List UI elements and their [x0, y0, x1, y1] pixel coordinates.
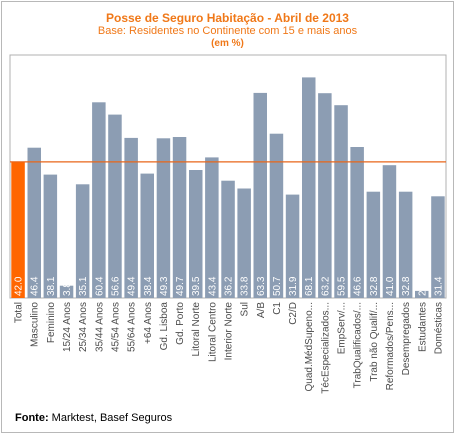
bar-6	[108, 114, 122, 298]
bar-14	[237, 188, 251, 298]
value-label-17: 31.9	[288, 276, 299, 296]
value-label-7: 49.4	[127, 276, 138, 296]
bar-22	[366, 191, 381, 298]
value-label-11: 39.5	[191, 276, 202, 296]
value-label-21: 46.6	[353, 276, 364, 296]
category-label-13: Interior Norte	[224, 302, 235, 361]
value-label-2: 38.1	[46, 276, 57, 296]
bar-21	[350, 147, 364, 298]
value-label-5: 60.4	[94, 276, 105, 296]
category-label-8: +64 Anos	[143, 302, 154, 344]
bar-17	[285, 194, 300, 298]
category-label-19: TécEspecializados...	[320, 302, 331, 394]
bar-5	[92, 102, 106, 298]
value-label-20: 59.5	[337, 276, 348, 296]
category-label-6: 45/54 Anos	[111, 302, 122, 352]
category-label-25: Estudantes	[417, 302, 428, 352]
value-label-3: 3.8	[62, 282, 73, 296]
value-label-25: 2.2	[417, 282, 428, 296]
category-label-26: Domésticas	[433, 302, 444, 354]
category-label-18: Quad.MédSupeno...	[304, 302, 315, 392]
category-label-14: Sul	[240, 302, 251, 316]
bar-20	[334, 105, 348, 298]
value-label-22: 32.8	[369, 276, 380, 296]
bar-9	[156, 138, 171, 298]
category-label-20: EmpServ/...	[337, 302, 348, 354]
bar-19	[318, 93, 332, 298]
category-label-16: C1	[272, 302, 283, 315]
source-label: Fonte:	[15, 412, 49, 424]
value-label-23: 41.0	[385, 276, 396, 296]
bar-1	[27, 147, 41, 298]
bar-3	[59, 285, 74, 298]
bar-15	[253, 92, 267, 299]
source-text: Marktest, Basef Seguros	[51, 412, 173, 424]
value-label-10: 49.7	[175, 276, 186, 296]
value-label-0: 42.0	[14, 276, 25, 296]
bar-26	[431, 196, 445, 298]
category-label-5: 35/44 Anos	[94, 302, 105, 352]
chart-unit-note: (em %)	[211, 38, 244, 49]
value-label-15: 63.3	[256, 276, 267, 296]
source-note: Fonte: Marktest, Basef Seguros	[15, 412, 172, 424]
value-label-26: 31.4	[433, 276, 444, 296]
bar-10	[172, 137, 187, 298]
bar-25	[415, 290, 429, 298]
category-label-11: Litoral Norte	[191, 302, 202, 357]
category-label-7: 55/64 Anos	[127, 302, 138, 352]
value-label-8: 38.4	[143, 276, 154, 296]
category-label-24: Desempregados	[401, 302, 412, 375]
category-label-12: Litoral Centro	[207, 302, 218, 362]
category-label-10: Gd. Porto	[175, 302, 186, 345]
category-label-4: 25/34 Anos	[78, 302, 89, 352]
value-label-6: 56.6	[111, 276, 122, 296]
value-label-19: 63.2	[320, 276, 331, 296]
category-label-2: Feminino	[46, 302, 57, 344]
bar-2	[43, 174, 58, 298]
bar-7	[124, 137, 138, 298]
bar-8	[140, 173, 154, 298]
value-label-18: 68.1	[304, 276, 315, 296]
category-label-0: Total	[14, 302, 25, 323]
bar-16	[269, 133, 284, 298]
bar-4	[75, 184, 90, 298]
value-label-13: 36.2	[224, 276, 235, 296]
category-label-1: Masculino	[30, 302, 41, 347]
category-label-3: 15/24 Anos	[62, 302, 73, 352]
category-label-22: Trab não Qualif/...	[369, 302, 380, 382]
value-label-16: 50.7	[272, 276, 283, 296]
chart-title: Posse de Seguro Habitação - Abril de 201…	[106, 11, 349, 25]
bar-18	[302, 77, 316, 299]
value-label-14: 33.8	[240, 276, 251, 296]
bar-24	[398, 191, 413, 298]
category-label-15: A/B	[256, 302, 267, 318]
value-label-4: 35.1	[78, 276, 89, 296]
bar-0	[11, 161, 25, 298]
category-label-21: TrabQualificados/...	[353, 302, 364, 388]
bar-13	[221, 180, 235, 298]
bar-11	[189, 170, 203, 298]
category-label-23: Reformados/Pens...	[385, 302, 396, 390]
category-label-17: C2/D	[288, 302, 299, 325]
value-label-1: 46.4	[30, 276, 41, 296]
bar-12	[205, 157, 219, 298]
value-label-24: 32.8	[401, 276, 412, 296]
chart-subtitle: Base: Residentes no Continente com 15 e …	[97, 25, 358, 37]
value-label-9: 49.3	[159, 276, 170, 296]
bar-23	[382, 165, 397, 298]
category-label-9: Gd. Lisboa	[159, 302, 170, 351]
value-label-12: 43.4	[207, 276, 218, 296]
